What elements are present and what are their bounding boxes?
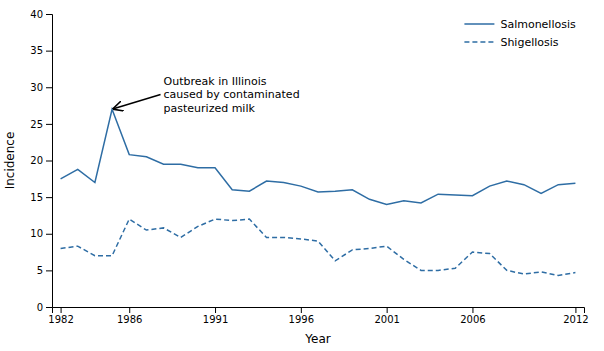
legend-label: Shigellosis (500, 36, 558, 49)
tick-label: 15 (30, 192, 43, 203)
lines (61, 109, 576, 275)
legend-label: Salmonellosis (500, 18, 576, 31)
tick-mark (215, 307, 216, 313)
tick: 2001 (374, 307, 399, 325)
tick: 1996 (289, 307, 314, 325)
tick: 20 (30, 155, 52, 166)
tick-label: 2001 (374, 314, 399, 325)
tick: 1991 (203, 307, 228, 325)
tick: 1982 (48, 307, 73, 325)
tick: 35 (30, 45, 52, 56)
tick-mark (46, 234, 52, 235)
tick-mark (46, 14, 52, 15)
y-axis: 0 5 10 15 20 25 30 35 40 (30, 9, 52, 313)
annotation-line: pasteurized milk (164, 102, 256, 115)
tick: 1986 (117, 307, 142, 325)
tick: 25 (30, 119, 52, 130)
tick-mark (46, 51, 52, 52)
tick: 0 (37, 302, 52, 313)
tick-mark (46, 87, 52, 88)
annotation-text: Outbreak in Illinoiscaused by contaminat… (164, 75, 300, 114)
tick-label: 25 (30, 119, 43, 130)
annotation-line: Outbreak in Illinois (164, 75, 267, 88)
tick-label: 10 (30, 228, 43, 239)
tick-mark (129, 307, 130, 313)
tick-mark (46, 197, 52, 198)
tick-label: 1991 (203, 314, 228, 325)
tick-label: 30 (30, 82, 43, 93)
axis-line (53, 308, 585, 314)
tick-label: 2012 (563, 314, 588, 325)
legend-swatch (464, 41, 494, 43)
tick: 40 (30, 9, 52, 20)
y-axis-title: Incidence (3, 132, 17, 190)
x-axis: 1982 1986 1991 1996 2001 2006 2012 (48, 307, 588, 325)
tick: 5 (37, 265, 52, 276)
tick-mark (61, 307, 62, 313)
legend-item: Shigellosis (464, 36, 558, 49)
tick-label: 5 (37, 265, 43, 276)
tick-label: 40 (30, 9, 43, 20)
tick: 10 (30, 228, 52, 239)
tick-label: 35 (30, 45, 43, 56)
tick-label: 1982 (48, 314, 73, 325)
annotation: Outbreak in Illinoiscaused by contaminat… (114, 75, 300, 114)
tick-mark (575, 307, 576, 313)
annotation-line: caused by contaminated (164, 88, 300, 101)
x-axis-title: Year (304, 332, 330, 346)
annotation-arrow (114, 95, 161, 109)
tick: 2006 (460, 307, 485, 325)
tick-mark (472, 307, 473, 313)
legend-swatch (464, 23, 494, 25)
chart: 1982 1986 1991 1996 2001 2006 2012 0 5 10 15 20 25 30… (0, 0, 604, 351)
series-line (61, 219, 576, 275)
tick-mark (46, 307, 52, 308)
tick-mark (46, 124, 52, 125)
tick-mark (301, 307, 302, 313)
tick-label: 2006 (460, 314, 485, 325)
tick-mark (46, 161, 52, 162)
plot: 1982 1986 1991 1996 2001 2006 2012 0 5 10 15 20 25 30… (3, 9, 589, 346)
tick-label: 1996 (289, 314, 314, 325)
tick-label: 1986 (117, 314, 142, 325)
tick-label: 0 (37, 302, 43, 313)
tick-mark (387, 307, 388, 313)
tick: 15 (30, 192, 52, 203)
legend-item: Salmonellosis (464, 18, 576, 31)
legend: Salmonellosis Shigellosis (464, 18, 576, 49)
tick-mark (46, 270, 52, 271)
series-line (61, 109, 576, 204)
axis-line (46, 15, 53, 308)
tick-label: 20 (30, 155, 43, 166)
tick: 30 (30, 82, 52, 93)
tick: 2012 (563, 307, 588, 325)
